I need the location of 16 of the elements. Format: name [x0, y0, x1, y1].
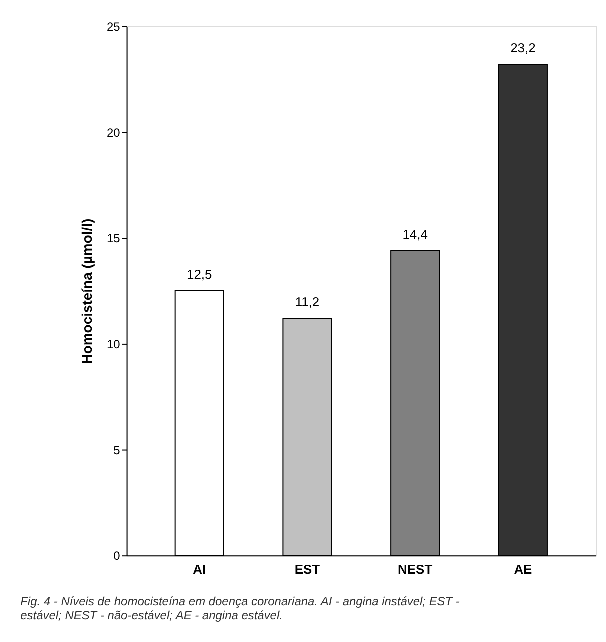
data-label: 12,5 — [186, 267, 212, 282]
y-tick-label: 5 — [114, 443, 121, 458]
y-axis-title: Homocisteína (µmol/l) — [79, 218, 95, 364]
caption: Fig. 4 - Níveis de homocisteína em doença coronariana. AI - angina instável; EST - estável; NEST - não-estável; AE - angina estável. — [20, 594, 460, 622]
y-tick-label: 0 — [114, 549, 121, 564]
data-label: 23,2 — [510, 40, 536, 56]
y-tick-label: 10 — [106, 337, 121, 352]
x-tick-label: AE — [514, 562, 533, 578]
data-label: 14,4 — [402, 226, 428, 242]
y-tick-label: 25 — [106, 20, 121, 34]
y-tick-label: 15 — [106, 232, 121, 246]
x-tick-label: EST — [294, 562, 320, 578]
x-tick-label: AI — [193, 562, 206, 578]
y-tick-label: 20 — [106, 126, 121, 140]
x-tick-label: NEST — [398, 562, 433, 578]
data-label: 11,2 — [295, 294, 320, 310]
